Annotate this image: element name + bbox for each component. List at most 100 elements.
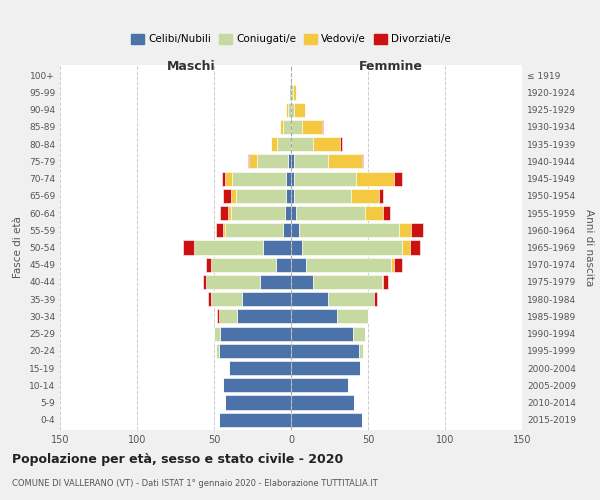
Bar <box>217 310 218 324</box>
Bar <box>410 240 421 254</box>
Bar <box>313 137 340 152</box>
Bar <box>291 137 313 152</box>
Bar <box>237 310 291 324</box>
Bar <box>299 223 399 238</box>
Bar <box>220 206 228 220</box>
Bar <box>206 258 211 272</box>
Bar <box>328 292 374 306</box>
Bar <box>206 275 260 289</box>
Bar <box>291 310 337 324</box>
Bar <box>379 189 383 203</box>
Bar <box>296 206 365 220</box>
Y-axis label: Anni di nascita: Anni di nascita <box>584 209 595 286</box>
Bar <box>286 189 291 203</box>
Bar <box>302 120 322 134</box>
Bar <box>356 172 394 185</box>
Bar <box>291 172 294 185</box>
Bar <box>291 154 294 168</box>
Bar <box>218 344 291 358</box>
Bar <box>302 240 402 254</box>
Bar <box>218 310 237 324</box>
Bar <box>291 120 302 134</box>
Bar <box>351 189 379 203</box>
Bar <box>225 172 232 185</box>
Legend: Celibi/Nubili, Coniugati/e, Vedovi/e, Divorziati/e: Celibi/Nubili, Coniugati/e, Vedovi/e, Di… <box>127 30 455 48</box>
Bar <box>260 275 291 289</box>
Bar <box>289 86 291 100</box>
Y-axis label: Fasce di età: Fasce di età <box>13 216 23 278</box>
Bar <box>225 396 291 409</box>
Bar <box>288 102 291 117</box>
Bar <box>194 240 263 254</box>
Bar <box>291 326 353 340</box>
Text: Popolazione per età, sesso e stato civile - 2020: Popolazione per età, sesso e stato civil… <box>12 452 343 466</box>
Bar <box>283 120 291 134</box>
Bar <box>291 189 294 203</box>
Bar <box>365 206 383 220</box>
Bar <box>313 275 382 289</box>
Bar <box>337 310 368 324</box>
Bar <box>291 275 313 289</box>
Bar <box>257 154 288 168</box>
Bar <box>250 154 257 168</box>
Bar <box>291 240 302 254</box>
Bar <box>291 86 293 100</box>
Bar <box>286 172 291 185</box>
Text: Femmine: Femmine <box>359 60 423 73</box>
Bar <box>242 292 291 306</box>
Bar <box>294 189 351 203</box>
Bar <box>411 223 424 238</box>
Bar <box>394 258 402 272</box>
Bar <box>383 275 388 289</box>
Bar <box>293 86 296 100</box>
Bar <box>294 154 328 168</box>
Bar <box>291 396 354 409</box>
Bar <box>228 206 231 220</box>
Bar <box>291 378 348 392</box>
Bar <box>225 223 283 238</box>
Bar <box>211 258 275 272</box>
Bar <box>231 206 285 220</box>
Bar <box>222 172 225 185</box>
Bar <box>214 326 220 340</box>
Bar <box>383 206 389 220</box>
Bar <box>223 223 225 238</box>
Bar <box>399 223 411 238</box>
Bar <box>328 154 362 168</box>
Bar <box>263 240 291 254</box>
Bar <box>322 120 323 134</box>
Bar <box>359 344 364 358</box>
Bar <box>291 258 307 272</box>
Bar <box>374 292 377 306</box>
Bar <box>286 102 288 117</box>
Bar <box>271 137 277 152</box>
Bar <box>232 172 286 185</box>
Bar <box>215 344 218 358</box>
Bar <box>215 223 223 238</box>
Bar <box>391 258 394 272</box>
Bar <box>294 102 305 117</box>
Bar <box>394 172 402 185</box>
Bar <box>236 189 286 203</box>
Bar <box>223 189 231 203</box>
Bar <box>307 258 391 272</box>
Bar <box>291 206 296 220</box>
Bar <box>208 292 211 306</box>
Bar <box>183 240 194 254</box>
Bar <box>231 189 236 203</box>
Bar <box>280 120 283 134</box>
Bar <box>402 240 410 254</box>
Bar <box>285 206 291 220</box>
Bar <box>275 258 291 272</box>
Bar <box>220 326 291 340</box>
Bar <box>218 412 291 426</box>
Bar <box>277 137 291 152</box>
Bar <box>362 154 364 168</box>
Bar <box>353 326 365 340</box>
Bar <box>203 275 206 289</box>
Bar <box>340 137 342 152</box>
Bar <box>294 172 356 185</box>
Bar <box>291 102 294 117</box>
Bar <box>288 154 291 168</box>
Bar <box>291 223 299 238</box>
